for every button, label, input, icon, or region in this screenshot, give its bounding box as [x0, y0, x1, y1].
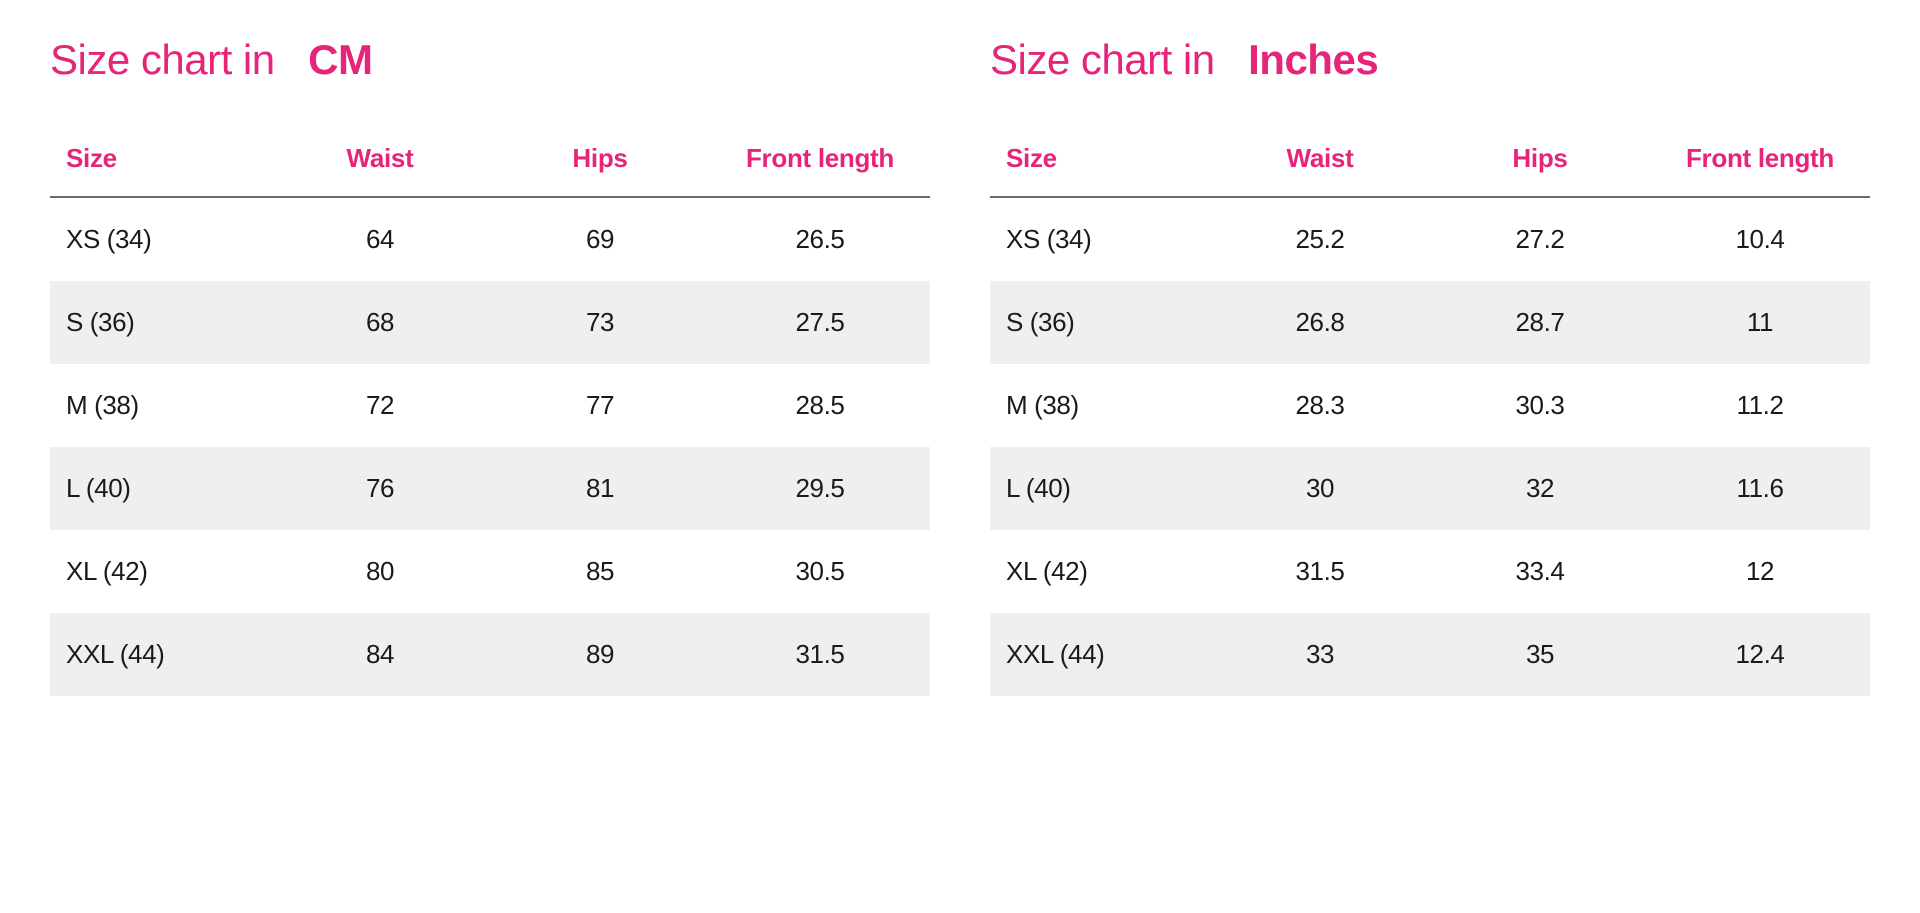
cell-size: XXL (44) [50, 613, 270, 696]
cell-waist: 26.8 [1210, 281, 1430, 364]
cell-front: 12 [1650, 530, 1870, 613]
col-hips: Hips [490, 132, 710, 197]
cell-size: S (36) [990, 281, 1210, 364]
cell-waist: 30 [1210, 447, 1430, 530]
cell-size: XL (42) [50, 530, 270, 613]
cell-hips: 89 [490, 613, 710, 696]
size-table-inches: Size Waist Hips Front length XS (34) 25.… [990, 132, 1870, 696]
cell-front: 28.5 [710, 364, 930, 447]
cell-front: 26.5 [710, 197, 930, 281]
col-hips: Hips [1430, 132, 1650, 197]
cell-front: 30.5 [710, 530, 930, 613]
cell-waist: 80 [270, 530, 490, 613]
cell-size: XL (42) [990, 530, 1210, 613]
cell-size: M (38) [990, 364, 1210, 447]
cell-front: 12.4 [1650, 613, 1870, 696]
cell-size: M (38) [50, 364, 270, 447]
title-unit: Inches [1248, 36, 1378, 83]
cell-front: 11.2 [1650, 364, 1870, 447]
cell-front: 10.4 [1650, 197, 1870, 281]
cell-hips: 32 [1430, 447, 1650, 530]
cell-waist: 25.2 [1210, 197, 1430, 281]
cell-front: 31.5 [710, 613, 930, 696]
cell-waist: 84 [270, 613, 490, 696]
cell-waist: 31.5 [1210, 530, 1430, 613]
table-row: M (38) 72 77 28.5 [50, 364, 930, 447]
cell-size: XXL (44) [990, 613, 1210, 696]
table-row: L (40) 76 81 29.5 [50, 447, 930, 530]
cell-hips: 28.7 [1430, 281, 1650, 364]
cell-front: 11 [1650, 281, 1870, 364]
cell-hips: 73 [490, 281, 710, 364]
cell-front: 11.6 [1650, 447, 1870, 530]
cell-hips: 77 [490, 364, 710, 447]
col-size: Size [990, 132, 1210, 197]
table-row: M (38) 28.3 30.3 11.2 [990, 364, 1870, 447]
cell-hips: 30.3 [1430, 364, 1650, 447]
cell-size: S (36) [50, 281, 270, 364]
cell-size: XS (34) [50, 197, 270, 281]
size-charts-container: Size chart in CM Size Waist Hips Front l… [50, 36, 1870, 696]
col-size: Size [50, 132, 270, 197]
col-waist: Waist [1210, 132, 1430, 197]
size-table-cm: Size Waist Hips Front length XS (34) 64 … [50, 132, 930, 696]
cell-waist: 68 [270, 281, 490, 364]
col-waist: Waist [270, 132, 490, 197]
chart-title-cm: Size chart in CM [50, 36, 930, 84]
table-header-row: Size Waist Hips Front length [990, 132, 1870, 197]
table-row: XL (42) 31.5 33.4 12 [990, 530, 1870, 613]
table-row: XS (34) 25.2 27.2 10.4 [990, 197, 1870, 281]
cell-hips: 81 [490, 447, 710, 530]
cell-hips: 33.4 [1430, 530, 1650, 613]
cell-hips: 85 [490, 530, 710, 613]
cell-front: 27.5 [710, 281, 930, 364]
cell-hips: 69 [490, 197, 710, 281]
cell-waist: 76 [270, 447, 490, 530]
col-frontlength: Front length [710, 132, 930, 197]
table-row: XXL (44) 84 89 31.5 [50, 613, 930, 696]
size-chart-cm: Size chart in CM Size Waist Hips Front l… [50, 36, 930, 696]
cell-hips: 35 [1430, 613, 1650, 696]
table-row: S (36) 26.8 28.7 11 [990, 281, 1870, 364]
cell-waist: 28.3 [1210, 364, 1430, 447]
cell-waist: 33 [1210, 613, 1430, 696]
cell-hips: 27.2 [1430, 197, 1650, 281]
cell-waist: 72 [270, 364, 490, 447]
table-row: XS (34) 64 69 26.5 [50, 197, 930, 281]
table-row: L (40) 30 32 11.6 [990, 447, 1870, 530]
col-frontlength: Front length [1650, 132, 1870, 197]
cell-waist: 64 [270, 197, 490, 281]
size-chart-inches: Size chart in Inches Size Waist Hips Fro… [990, 36, 1870, 696]
title-prefix: Size chart in [50, 36, 275, 83]
cell-front: 29.5 [710, 447, 930, 530]
cell-size: XS (34) [990, 197, 1210, 281]
table-header-row: Size Waist Hips Front length [50, 132, 930, 197]
table-row: XL (42) 80 85 30.5 [50, 530, 930, 613]
title-unit: CM [308, 36, 372, 83]
title-prefix: Size chart in [990, 36, 1215, 83]
table-row: S (36) 68 73 27.5 [50, 281, 930, 364]
chart-title-inches: Size chart in Inches [990, 36, 1870, 84]
table-row: XXL (44) 33 35 12.4 [990, 613, 1870, 696]
cell-size: L (40) [990, 447, 1210, 530]
cell-size: L (40) [50, 447, 270, 530]
